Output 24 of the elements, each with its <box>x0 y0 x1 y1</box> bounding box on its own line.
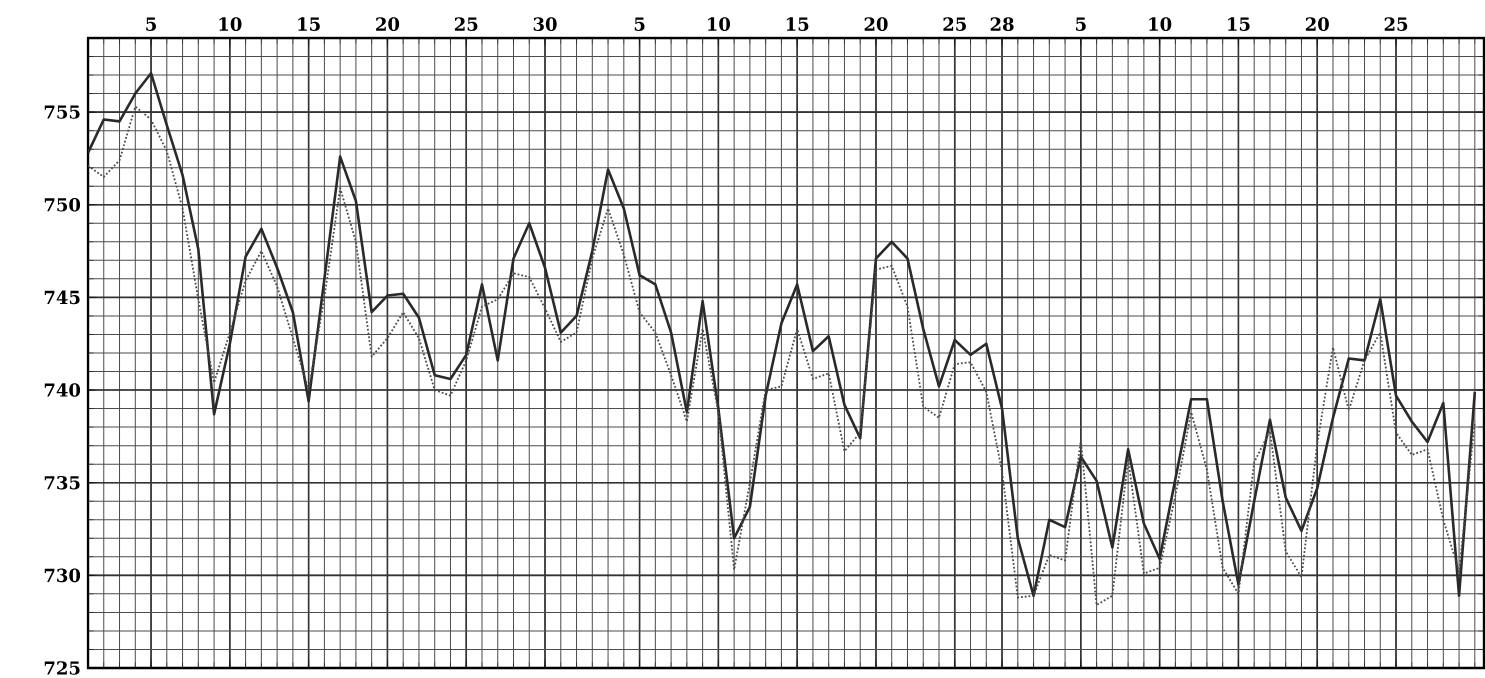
x-tick-label: 15 <box>1228 17 1250 31</box>
x-tick-label: 10 <box>219 17 242 31</box>
x-tick-label: 5 <box>1076 17 1086 31</box>
x-tick-label: 5 <box>634 17 645 31</box>
y-tick-label: 755 <box>44 105 80 119</box>
x-tick-label: 25 <box>454 17 478 31</box>
x-tick-label: 15 <box>298 17 320 31</box>
x-tick-label: 15 <box>786 17 809 31</box>
x-tick-label: 25 <box>943 17 966 31</box>
x-tick-label: 20 <box>864 17 888 31</box>
x-tick-label: 30 <box>533 17 557 31</box>
x-tick-label: 10 <box>1149 17 1172 31</box>
x-tick-label: 20 <box>1305 17 1329 31</box>
x-tick-label: 10 <box>708 17 731 31</box>
y-tick-label: 735 <box>44 475 80 490</box>
y-tick-label: 730 <box>44 568 81 583</box>
y-tick-label: 745 <box>44 290 80 305</box>
x-tick-label: 5 <box>146 17 156 31</box>
y-tick-label: 725 <box>44 661 80 675</box>
y-tick-label: 740 <box>44 383 81 397</box>
x-tick-label: 28 <box>990 17 1014 31</box>
x-tick-label: 20 <box>376 17 400 31</box>
y-tick-label: 750 <box>44 197 81 212</box>
x-tick-label: 25 <box>1384 17 1408 31</box>
